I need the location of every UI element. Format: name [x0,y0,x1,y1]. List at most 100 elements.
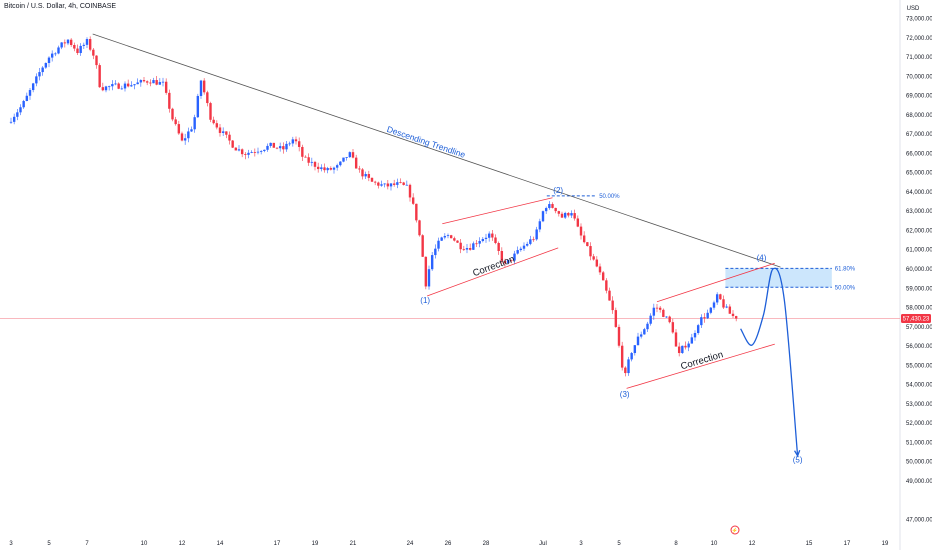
candle-body [624,367,627,374]
candle-body [104,86,108,91]
candle-body [370,177,374,182]
candle-body [364,174,367,177]
candle-body [288,143,291,145]
candle-body [266,145,269,150]
wave-label: (3) [620,390,630,399]
candle-body [63,42,67,44]
candle-body [405,184,409,186]
candle-body [389,183,393,187]
candle-body [367,174,371,178]
candle-body [617,326,621,346]
descending-trendline[interactable] [92,33,781,268]
candle-body [487,233,491,238]
time-tick-label: 5 [47,541,51,547]
candle-body [218,127,222,133]
candle-body [592,256,595,260]
event-marker[interactable]: ⚡ [730,525,740,535]
candle-body [620,345,624,368]
channel-lower-line[interactable] [426,247,559,297]
candle-body [282,146,285,150]
candle-body [446,235,450,237]
candle-body [380,184,383,186]
candle-body [152,80,155,84]
candle-body [662,309,665,317]
candle-body [335,165,339,168]
candle-body [630,353,633,360]
candle-body [69,39,73,46]
candle-body [510,259,513,261]
candle-body [655,307,659,309]
candle-body [79,45,82,54]
price-tick-label: 51,000.00 [906,440,932,446]
candle-body [377,182,380,186]
candle-body [402,182,405,185]
candle-body [98,65,101,88]
event-marker-circle [730,525,740,535]
correction-channels[interactable]: Correction Correction [426,197,775,389]
candle-body [570,213,573,216]
candle-body [272,142,276,148]
candle-body [278,146,282,149]
candle-body [525,243,529,246]
candle-body [696,325,700,334]
candle-body [719,294,722,300]
candle-body [348,152,352,158]
channel-upper-line[interactable] [442,197,553,225]
candle-body [76,48,79,54]
candle-body [421,235,424,257]
candle-body [516,250,519,254]
candle-body [576,218,580,227]
time-tick-label: 26 [445,541,452,547]
price-tick-label: 58,000.00 [906,306,932,312]
time-tick-label: 24 [407,541,414,547]
time-tick-label: 15 [806,541,813,547]
price-tick-label: 50,000.00 [906,460,932,466]
projection-path[interactable] [740,267,801,458]
candle-body [351,152,355,158]
candle-body [168,92,171,109]
candle-body [554,207,557,212]
candle-body [212,119,215,124]
candle-body [199,80,203,96]
candle-body [82,44,86,46]
candle-body [158,82,162,85]
candle-body [560,213,564,218]
candle-body [608,290,611,301]
wave-label: (5) [793,456,803,465]
candle-body [601,272,605,281]
candle-body [462,249,466,251]
candle-body [196,95,200,118]
candle-body [541,211,545,222]
candle-body [66,39,70,44]
channel-upper-line[interactable] [656,262,775,303]
price-tick-label: 71,000.00 [906,55,932,61]
candle-body [544,208,548,212]
candle-body [513,253,516,261]
candle-body [38,72,41,77]
channel-lower-line[interactable] [626,343,775,389]
fibonacci-retracement[interactable]: 50.00% 61.80% 50.00% [546,194,856,291]
candle-body [506,259,510,264]
candle-body [538,221,542,230]
candle-body [12,116,16,122]
candle-body [19,107,22,113]
candle-body [225,131,228,135]
candle-body [339,161,342,166]
candle-body [633,345,637,354]
candle-body [354,157,358,169]
candle-body [269,142,272,146]
candle-body [415,203,418,221]
candle-body [437,240,440,249]
candle-body [646,323,649,330]
candle-body [392,183,396,185]
time-tick-label: 28 [483,541,490,547]
candle-body [263,149,266,152]
candle-body [687,343,690,348]
projection-curve[interactable] [740,267,799,456]
event-marker-glyph: ⚡ [732,527,738,534]
candle-body [427,269,431,287]
candle-body [563,212,567,218]
candle-body [456,240,459,243]
price-tick-label: 60,000.00 [906,267,932,273]
